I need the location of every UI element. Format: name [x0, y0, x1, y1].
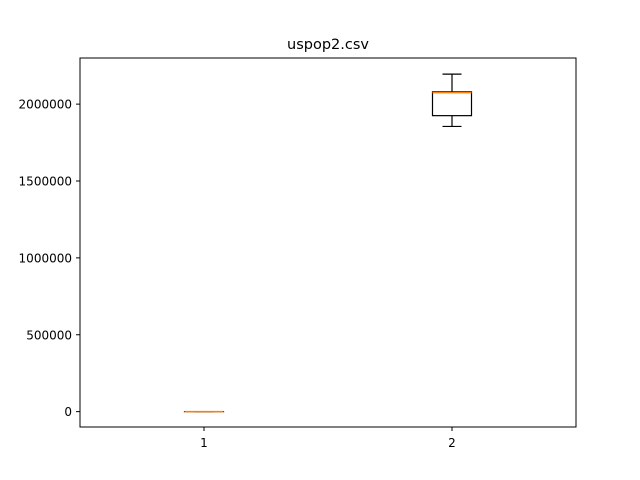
- plot-frame: [79, 57, 577, 428]
- box-body: [431, 91, 473, 117]
- box-2: [431, 73, 473, 128]
- x-tick-label: 2: [448, 436, 456, 450]
- y-tick-label: 0: [64, 405, 72, 419]
- chart-title: uspop2.csv: [287, 37, 369, 53]
- x-tick-label: 1: [200, 436, 208, 450]
- y-tick-label: 1000000: [19, 251, 72, 265]
- y-tick-label: 2000000: [19, 98, 72, 112]
- y-tick-label: 1500000: [19, 175, 72, 189]
- plot-area: [183, 73, 473, 413]
- y-tick-label: 500000: [26, 328, 72, 342]
- axes: 0 500000 1000000 1500000 2000000 1 2: [19, 57, 577, 450]
